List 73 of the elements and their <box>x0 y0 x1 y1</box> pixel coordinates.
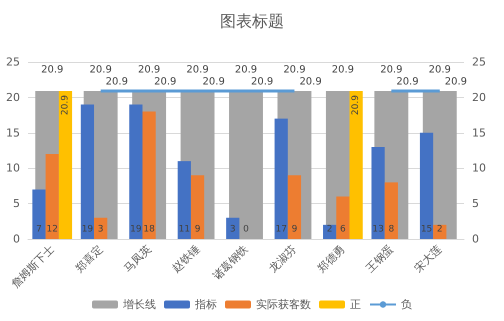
x-tick-label: 宋大莲 <box>412 242 444 275</box>
data-label: 8 <box>388 224 394 234</box>
data-label: 9 <box>292 224 298 234</box>
bar <box>433 224 446 239</box>
bar <box>371 146 385 239</box>
data-label: 13 <box>372 224 384 234</box>
bar <box>190 175 204 239</box>
data-label: 20.9 <box>299 76 322 88</box>
y-tick-label: 15 <box>6 126 20 140</box>
data-label: 20.9 <box>186 64 209 76</box>
bar <box>32 189 46 239</box>
data-label: 20.9 <box>106 76 128 88</box>
bar <box>178 161 191 239</box>
data-label: 20.9 <box>60 94 70 116</box>
x-tick-label: 郑德勇 <box>314 242 348 275</box>
legend-label: 增长线 <box>122 298 156 311</box>
bar <box>288 175 302 239</box>
y2-tick-label: 20 <box>472 90 486 104</box>
data-label: 17 <box>275 224 287 234</box>
bar <box>336 196 350 239</box>
legend-label: 指标 <box>194 298 217 311</box>
data-label: 19 <box>130 224 142 234</box>
y2-tick-label: 25 <box>472 56 486 68</box>
data-label: 7 <box>36 224 42 234</box>
data-label: 19 <box>82 224 94 234</box>
x-tick-label: 郑喜定 <box>72 242 106 275</box>
data-label: 20.9 <box>202 76 225 88</box>
y2-tick-label: 15 <box>472 126 486 140</box>
y-tick-label: 5 <box>13 197 20 210</box>
y2-tick-label: 0 <box>472 232 479 246</box>
data-label: 15 <box>420 224 432 234</box>
data-label: 11 <box>178 224 190 234</box>
bar <box>46 154 59 239</box>
x-tick-label: 龙淑芬 <box>266 242 300 275</box>
data-label: 9 <box>194 224 201 234</box>
bar <box>323 224 336 239</box>
bar <box>384 182 398 239</box>
data-label: 2 <box>326 224 333 234</box>
data-label: 20.9 <box>251 76 274 88</box>
data-label: 20.9 <box>396 76 419 88</box>
data-label: 20.9 <box>90 64 112 76</box>
legend-label: 负 <box>401 298 412 311</box>
y-tick-label: 20 <box>6 90 20 104</box>
data-label: 20.9 <box>234 64 258 76</box>
data-label: 20.9 <box>154 76 176 88</box>
data-label: 20.9 <box>444 76 468 88</box>
x-tick-label: 马凤英 <box>121 242 154 275</box>
legend-label: 实际获客数 <box>256 298 311 311</box>
chart-title: 图表标题 <box>220 12 284 30</box>
data-label: 20.9 <box>380 64 402 76</box>
x-tick-label: 赵铁锤 <box>170 242 202 275</box>
data-label: 20.9 <box>138 64 160 76</box>
data-label: 12 <box>46 224 58 234</box>
y2-tick-label: 10 <box>472 162 486 175</box>
data-label: 20.9 <box>41 64 64 76</box>
bar <box>226 218 240 239</box>
data-label: 20.9 <box>332 64 354 76</box>
data-label: 20.9 <box>283 64 306 76</box>
data-label: 3 <box>230 224 236 234</box>
y2-tick-label: 5 <box>472 197 479 210</box>
data-label: 3 <box>98 224 104 234</box>
legend-label: 正 <box>350 298 361 311</box>
y-tick-label: 10 <box>6 162 20 175</box>
data-label: 20.9 <box>351 94 362 116</box>
bar <box>94 218 108 239</box>
y-tick-label: 25 <box>6 56 20 68</box>
data-label: 18 <box>143 224 156 234</box>
data-label: 20.9 <box>428 64 451 76</box>
x-tick-label: 诸葛钢铁 <box>210 242 251 283</box>
data-label: 6 <box>340 224 346 234</box>
data-label: 0 <box>243 224 250 234</box>
data-label: 2 <box>436 224 443 234</box>
x-tick-label: 王钢蛋 <box>363 242 396 275</box>
